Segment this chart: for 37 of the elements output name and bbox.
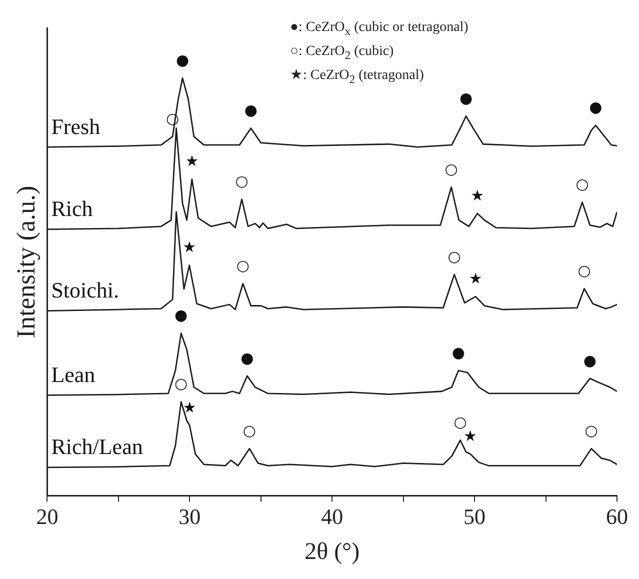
annotation: ○ xyxy=(578,262,591,280)
text: ●: CeZrO$_{x}$ (cubic or tetragonal) xyxy=(290,19,468,40)
annotation: ● xyxy=(244,101,258,120)
annotation: ○ xyxy=(444,160,458,178)
series-label: Stoichi. xyxy=(51,278,120,303)
annotation: ★ xyxy=(468,269,482,288)
annotation: ★ xyxy=(185,152,199,170)
x-tick-label: 30 xyxy=(178,504,201,529)
x-tick-label: 20 xyxy=(36,504,58,529)
annotation: ★ xyxy=(470,186,484,204)
x-tick-label: 60 xyxy=(606,504,628,529)
text: ○: CeZrO$_{2}$ (cubic) xyxy=(290,42,395,64)
annotation: ★ xyxy=(182,238,196,256)
annotation: ★ xyxy=(182,398,196,417)
series-label: Lean xyxy=(51,362,96,387)
annotation: ○ xyxy=(236,256,250,275)
series-label: Rich/Lean xyxy=(51,434,143,460)
annotation: ● xyxy=(459,89,473,108)
series-label: Fresh xyxy=(51,114,100,139)
annotation: ● xyxy=(589,98,602,116)
annotation: ● xyxy=(583,351,596,370)
annotation: ○ xyxy=(576,175,589,194)
annotation: ○ xyxy=(242,421,256,440)
annotation: ○ xyxy=(448,247,461,266)
annotation: ○ xyxy=(584,421,598,440)
x-tick-label: 50 xyxy=(464,504,486,529)
y-axis-title: Intensity (a.u.) xyxy=(11,186,40,338)
x-tick-label: 40 xyxy=(321,504,344,529)
series-label: Rich xyxy=(51,196,93,222)
x-axis-title: 2θ (°) xyxy=(304,538,360,565)
annotation: ● xyxy=(240,348,254,367)
annotation: ★: CeZrO$_{2}$ (tetragonal) xyxy=(290,66,425,88)
annotation: ● xyxy=(452,343,465,362)
annotation: ● xyxy=(176,51,190,70)
annotation: ● xyxy=(174,306,188,324)
annotation: ○ xyxy=(235,172,248,190)
annotation: ○ xyxy=(174,374,188,393)
